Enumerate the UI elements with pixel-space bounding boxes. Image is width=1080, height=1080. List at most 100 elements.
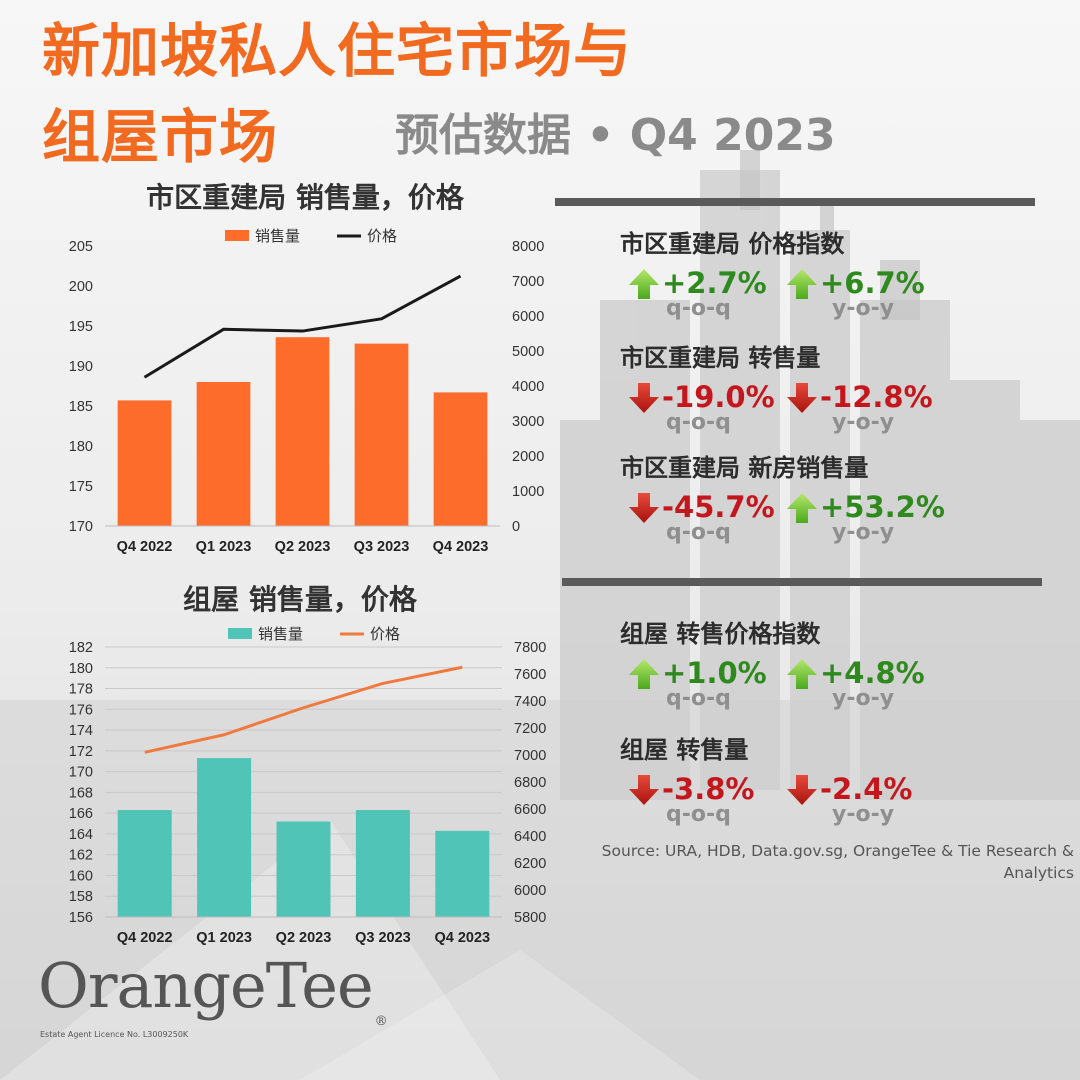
right-axis-tick: 1000: [512, 484, 544, 500]
left-axis-tick: 160: [69, 868, 93, 884]
green-up-arrow-icon: [626, 656, 662, 692]
qoq-period-label: q-o-q: [666, 296, 731, 321]
left-axis-tick: 205: [69, 239, 93, 255]
legend-label-bar: 销售量: [258, 626, 303, 643]
yoy-period-label: y-o-y: [832, 296, 895, 321]
bar: [196, 382, 251, 526]
right-axis-tick: 2000: [512, 449, 544, 465]
left-axis-tick: 158: [69, 889, 93, 905]
qoq-period-label: q-o-q: [666, 686, 731, 711]
qoq-period-label: q-o-q: [666, 520, 731, 545]
red-down-arrow-icon: [784, 380, 820, 416]
category-label: Q1 2023: [196, 930, 252, 946]
right-axis-tick: 5800: [514, 910, 546, 926]
left-axis-tick: 170: [69, 519, 93, 535]
right-axis-tick: 7200: [514, 721, 546, 737]
hdb-chart-title: 组屋 销售量，价格: [183, 583, 417, 616]
right-axis-tick: 6200: [514, 856, 546, 872]
left-axis-tick: 180: [69, 661, 93, 677]
right-axis-tick: 7600: [514, 667, 546, 683]
left-axis-tick: 175: [69, 479, 93, 495]
logo-text: OrangeTee: [38, 949, 374, 1022]
left-axis-tick: 162: [69, 848, 93, 864]
right-axis-tick: 7000: [514, 748, 546, 764]
yoy-value: -12.8%: [820, 380, 933, 414]
left-axis-tick: 178: [69, 682, 93, 698]
hdb-sales-price-chart: 182 180 178 176 174 172 170 168 166 164 162 160 158 1…: [69, 626, 546, 946]
red-down-arrow-icon: [784, 772, 820, 808]
bar: [435, 830, 490, 917]
bar: [275, 337, 330, 526]
qoq-value: -19.0%: [662, 380, 775, 414]
green-up-arrow-icon: [626, 266, 662, 302]
red-down-arrow-icon: [626, 380, 662, 416]
yoy-value: +6.7%: [820, 266, 925, 300]
left-axis-tick: 164: [69, 827, 93, 843]
legend-label-bar: 销售量: [255, 228, 300, 245]
yoy-stat: +4.8%: [784, 654, 984, 694]
qoq-stat: +2.7%: [626, 264, 826, 304]
qoq-period-label: q-o-q: [666, 410, 731, 435]
left-axis-tick: 172: [69, 744, 93, 760]
divider-top: [555, 198, 1035, 206]
ura-sales-price-chart: 205 200 195 190 185 180 175 170 8000 7000 6000 5000…: [69, 228, 544, 555]
green-up-arrow-icon: [784, 490, 820, 526]
right-axis-tick: 8000: [512, 239, 544, 255]
left-axis-tick: 200: [69, 279, 93, 295]
right-axis-tick: 5000: [512, 344, 544, 360]
category-label: Q4 2022: [117, 539, 173, 555]
metric-label: 市区重建局 新房销售量: [620, 454, 869, 482]
legend-swatch-bar: [225, 230, 249, 241]
right-axis-tick: 4000: [512, 379, 544, 395]
left-axis-tick: 174: [69, 723, 93, 739]
right-axis-tick: 6800: [514, 775, 546, 791]
qoq-stat: -3.8%: [626, 770, 826, 810]
orangetee-logo: OrangeTee ®: [38, 946, 388, 1029]
qoq-value: -45.7%: [662, 490, 775, 524]
left-axis-tick: 156: [69, 910, 93, 926]
left-axis-tick: 180: [69, 439, 93, 455]
bar: [117, 810, 172, 917]
main-title-line2: 组屋市场: [42, 103, 279, 171]
bar: [354, 343, 409, 526]
legend-swatch-bar: [228, 628, 252, 639]
subtitle: 预估数据 • Q4 2023: [395, 110, 836, 161]
red-down-arrow-icon: [626, 772, 662, 808]
green-up-arrow-icon: [784, 266, 820, 302]
yoy-value: -2.4%: [820, 772, 913, 806]
legend-label-line: 价格: [367, 228, 397, 245]
ura-chart-title: 市区重建局 销售量，价格: [146, 181, 464, 214]
right-axis-tick: 3000: [512, 414, 544, 430]
left-axis-tick: 195: [69, 319, 93, 335]
yoy-period-label: y-o-y: [832, 686, 895, 711]
right-axis-tick: 7000: [512, 274, 544, 290]
category-label: Q2 2023: [276, 930, 332, 946]
left-axis-tick: 176: [69, 702, 93, 718]
category-label: Q4 2023: [433, 539, 489, 555]
metric-label: 市区重建局 转售量: [620, 344, 821, 372]
right-axis-tick: 0: [512, 519, 520, 535]
main-title-line1: 新加坡私人住宅市场与: [42, 17, 633, 85]
bar: [355, 810, 410, 917]
right-axis-tick: 6600: [514, 802, 546, 818]
qoq-stat: -19.0%: [626, 378, 826, 418]
right-axis-tick: 7800: [514, 640, 546, 656]
right-axis-tick: 6000: [514, 883, 546, 899]
yoy-stat: -12.8%: [784, 378, 984, 418]
category-label: Q3 2023: [354, 539, 410, 555]
metric-label: 组屋 转售量: [620, 736, 749, 764]
bar: [433, 392, 488, 526]
bar: [117, 400, 172, 526]
category-label: Q1 2023: [196, 539, 252, 555]
left-axis-tick: 185: [69, 399, 93, 415]
left-axis-tick: 190: [69, 359, 93, 375]
source-note: Source: URA, HDB, Data.gov.sg, OrangeTee…: [601, 842, 1074, 882]
left-axis-tick: 168: [69, 785, 93, 801]
qoq-period-label: q-o-q: [666, 802, 731, 827]
logo-registered-mark: ®: [374, 1014, 388, 1029]
yoy-period-label: y-o-y: [832, 410, 895, 435]
qoq-value: +1.0%: [662, 656, 767, 690]
bar: [276, 821, 331, 917]
licence-number: Estate Agent Licence No. L3009250K: [40, 1030, 189, 1039]
